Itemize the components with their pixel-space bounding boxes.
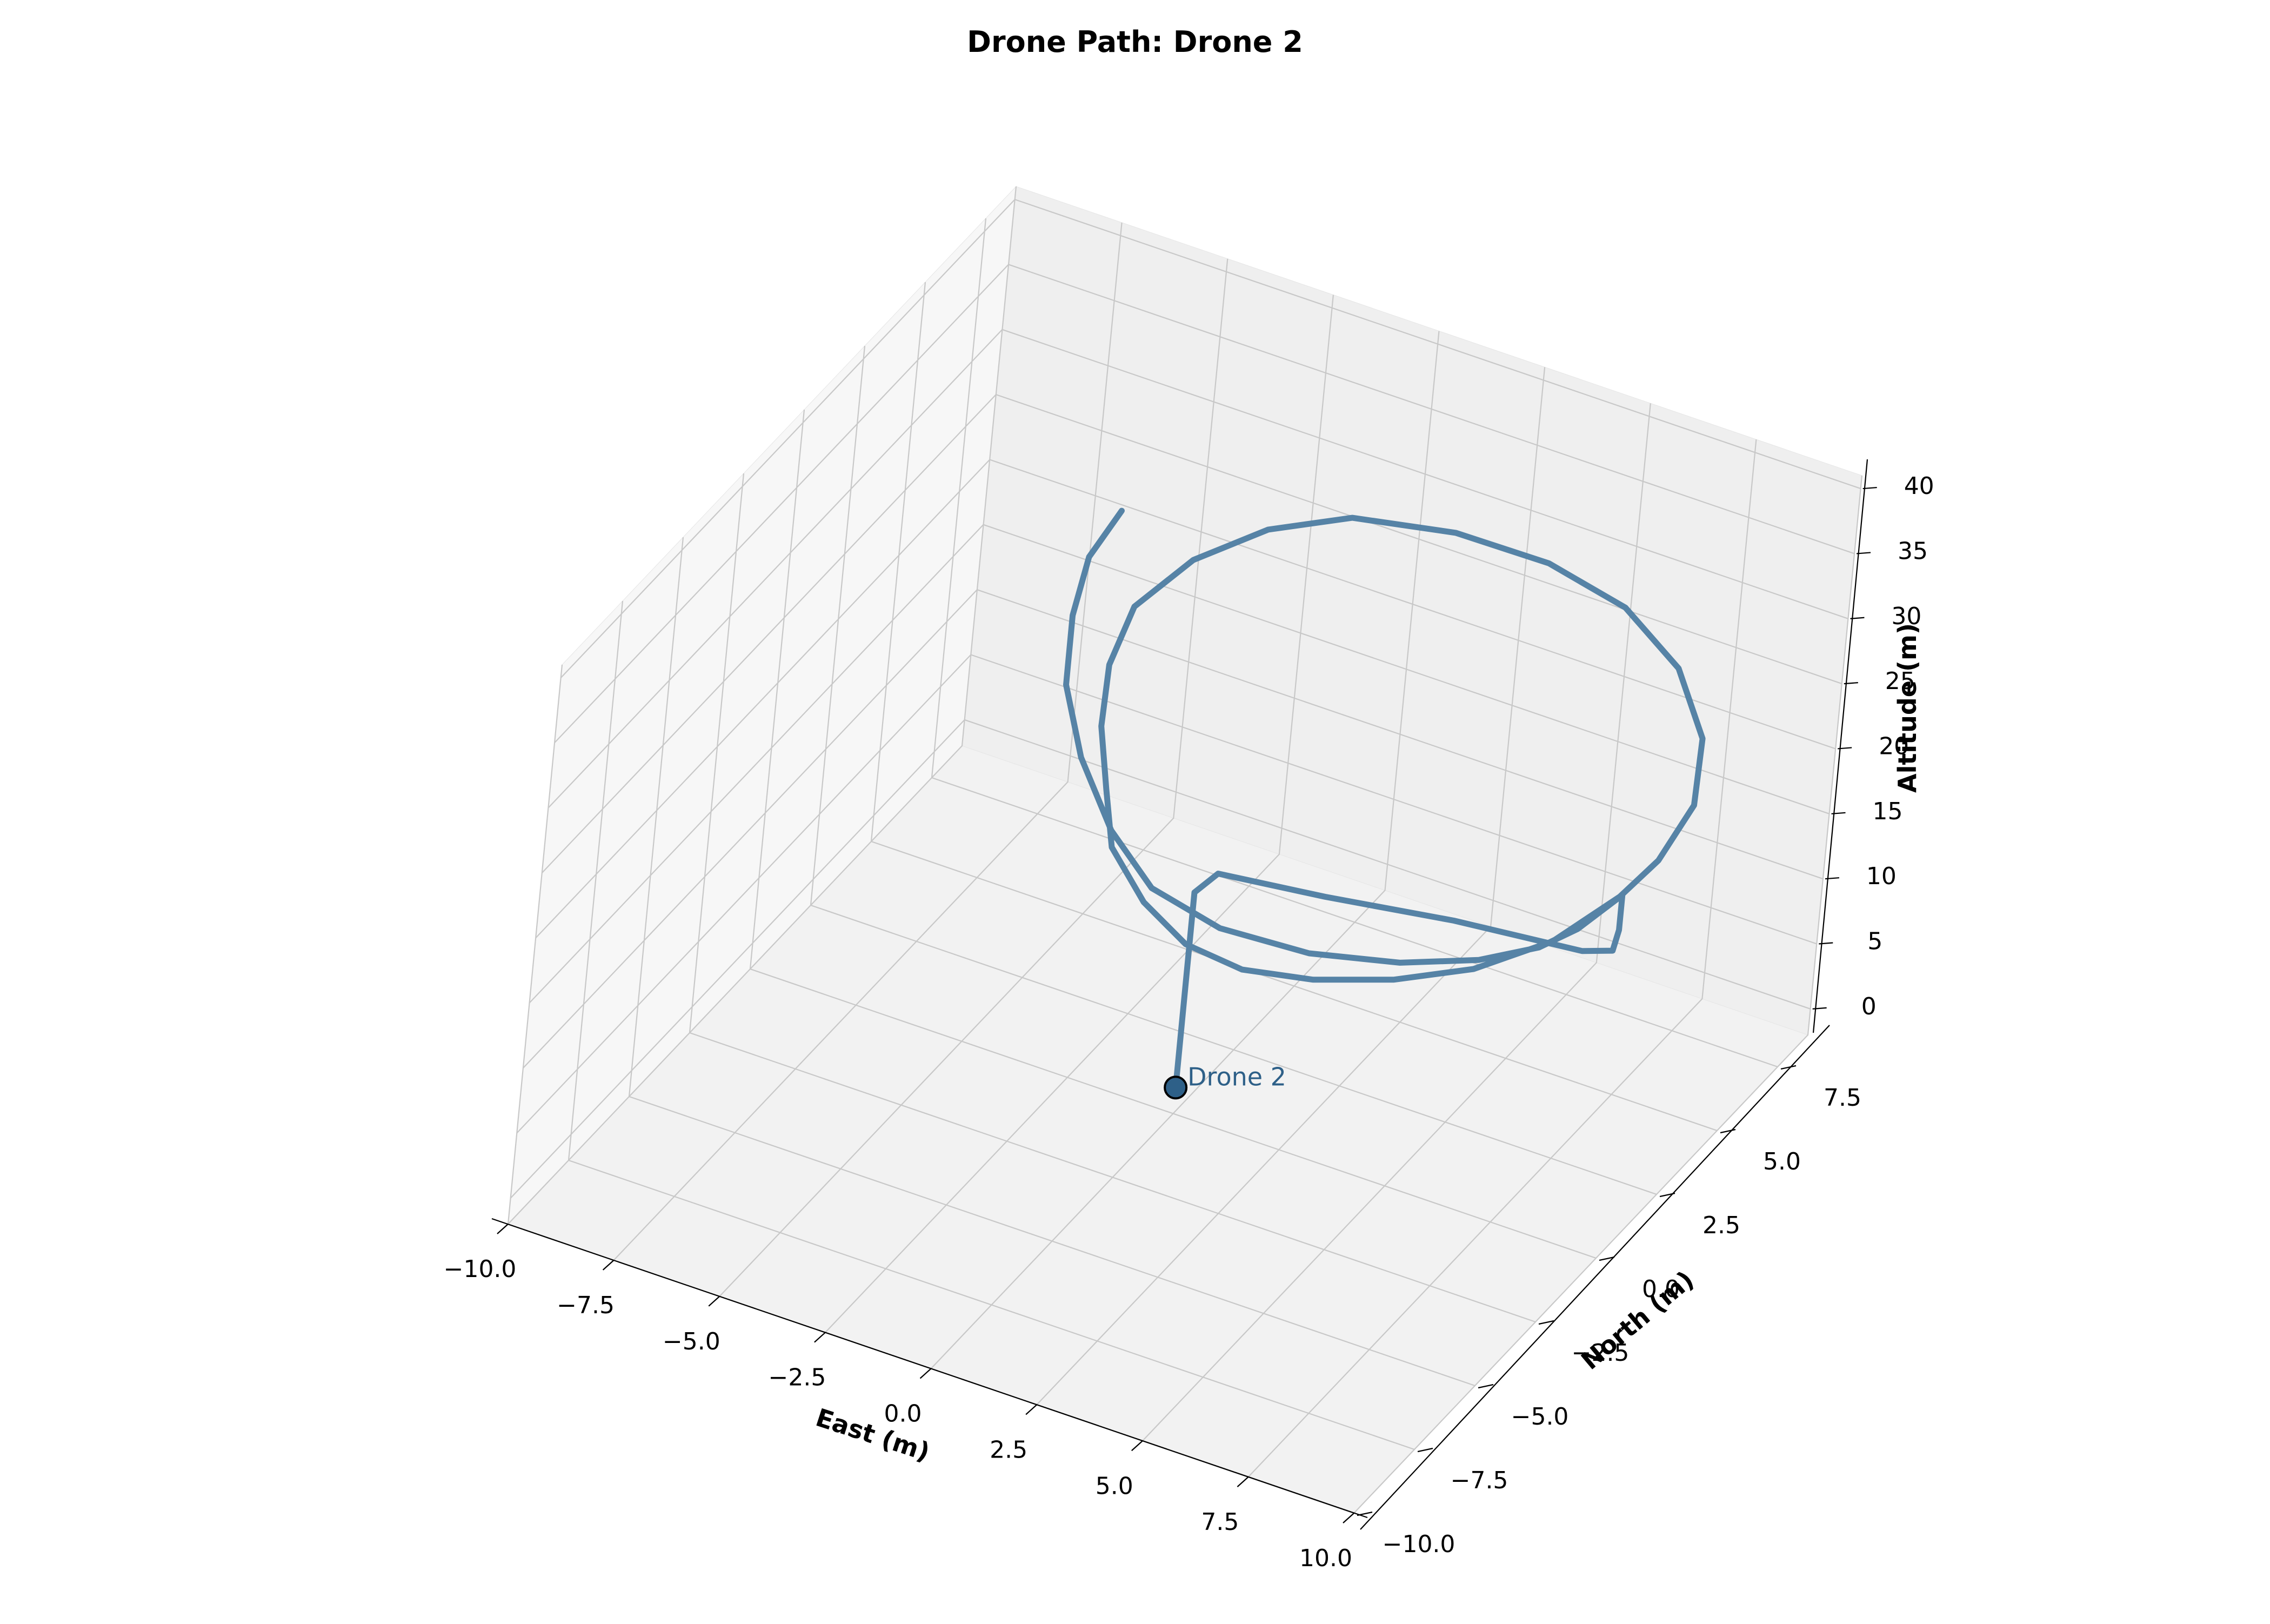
drone-path-line: [1063, 507, 1706, 1091]
chart-title: Drone Path: Drone 2: [967, 25, 1303, 59]
grid-line-z: [510, 719, 1811, 1199]
y-axis-title: North (m): [1575, 1265, 1699, 1375]
grid-line-y: [931, 218, 1778, 1068]
x-tick-mark: [1237, 1476, 1249, 1487]
grid-line-z: [535, 459, 1836, 939]
y-tick-label: −7.5: [1451, 1467, 1508, 1494]
z-tick-label: 40: [1904, 472, 1934, 500]
grid-line-y: [628, 537, 1476, 1387]
z-tick-label: 20: [1879, 733, 1909, 760]
x-tick-label: 10.0: [1299, 1545, 1352, 1572]
x-tick-mark: [602, 1260, 615, 1271]
y-tick-mark: [1478, 1384, 1494, 1389]
x-tick-mark: [1131, 1440, 1143, 1452]
z-tick-mark: [1831, 812, 1846, 814]
y-tick-mark: [1538, 1320, 1554, 1325]
start-marker: [1164, 1075, 1188, 1100]
x-tick-label: 2.5: [990, 1436, 1027, 1463]
x-tick-label: −2.5: [768, 1364, 826, 1392]
y-tick-label: −10.0: [1383, 1531, 1456, 1558]
y-tick-mark: [1780, 1065, 1797, 1070]
y-tick-label: −2.5: [1572, 1339, 1630, 1367]
tick-labels: −10.0 −7.5 −5.0 −2.5 0.0 2.5 5.0 7.5 10.0 −10.0 −7…: [444, 472, 1934, 1572]
x-tick-mark: [814, 1332, 826, 1343]
z-tick-mark: [1812, 1007, 1827, 1010]
z-tick-label: 35: [1898, 537, 1928, 565]
z-tick-label: 25: [1885, 667, 1915, 695]
grid-line-y: [568, 600, 1415, 1451]
x-axis-line: [491, 1218, 1368, 1519]
y-tick-label: 2.5: [1702, 1212, 1740, 1239]
grid-line-z: [554, 264, 1855, 744]
grid-line-z: [548, 329, 1848, 808]
z-tick-mark: [1819, 942, 1833, 945]
z-tick-mark: [1825, 877, 1839, 880]
y-axis-line: [1360, 1025, 1830, 1530]
z-axis-title: Altitude (m): [1893, 623, 1922, 793]
grid-line-x: [930, 331, 1440, 1369]
z-tick-label: 15: [1873, 798, 1903, 825]
y-tick-mark: [1599, 1256, 1615, 1261]
z-tick-label: 5: [1867, 928, 1882, 955]
path-layer: [1063, 507, 1706, 1091]
z-tick-mark: [1844, 682, 1858, 685]
marker-layer: Drone 2: [1164, 1062, 1286, 1100]
grid-line-y: [810, 345, 1657, 1195]
grid-line-z: [542, 393, 1842, 873]
z-tick-mark: [1856, 552, 1871, 554]
y-tick-label: 5.0: [1763, 1148, 1801, 1175]
grid-line-z: [523, 589, 1824, 1068]
z-tick-label: 30: [1891, 603, 1921, 630]
x-tick-mark: [919, 1368, 932, 1379]
x-tick-mark: [708, 1295, 720, 1307]
grid-line-x: [825, 295, 1334, 1333]
z-tick-mark: [1838, 747, 1852, 750]
grid-line-z: [516, 654, 1817, 1134]
grid-line-x: [1247, 439, 1757, 1478]
x-tick-label: −7.5: [557, 1292, 615, 1319]
y-tick-mark: [1357, 1511, 1373, 1516]
z-tick-mark: [1862, 486, 1877, 490]
x-tick-label: 0.0: [884, 1400, 922, 1428]
z-tick-label: 0: [1861, 993, 1877, 1020]
x-tick-mark: [1343, 1513, 1354, 1523]
x-tick-mark: [1025, 1404, 1037, 1415]
z-tick-mark: [1850, 617, 1865, 619]
y-tick-label: 0.0: [1642, 1275, 1680, 1303]
x-tick-label: 7.5: [1201, 1508, 1239, 1536]
axis-lines: [491, 459, 1868, 1530]
x-tick-label: −5.0: [663, 1328, 720, 1355]
y-tick-mark: [1417, 1447, 1433, 1453]
y-tick-mark: [1659, 1192, 1675, 1198]
x-tick-mark: [497, 1224, 509, 1234]
grid-line-z: [560, 198, 1861, 678]
grid-line-z: [529, 524, 1830, 1004]
grid-line-x: [1353, 475, 1863, 1514]
grid-line-y: [689, 473, 1536, 1323]
z-axis-line: [1812, 459, 1868, 1033]
y-tick-mark: [1720, 1128, 1736, 1134]
grid-line-x: [613, 222, 1123, 1261]
grid-line-x: [719, 258, 1229, 1297]
grid-line-y: [870, 282, 1718, 1132]
grid-line-x: [1142, 403, 1651, 1442]
x-tick-label: 5.0: [1096, 1472, 1133, 1500]
grid-line-x: [508, 186, 1017, 1225]
grid-line-y: [749, 409, 1597, 1259]
y-tick-label: 7.5: [1824, 1084, 1861, 1112]
z-tick-label: 10: [1866, 863, 1897, 890]
y-tick-label: −5.0: [1511, 1403, 1569, 1431]
x-tick-label: −10.0: [444, 1255, 517, 1283]
marker-label: Drone 2: [1187, 1062, 1286, 1091]
